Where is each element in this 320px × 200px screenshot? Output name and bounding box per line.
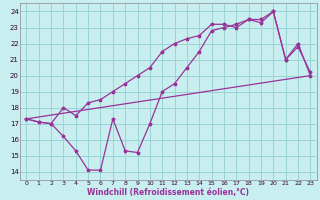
X-axis label: Windchill (Refroidissement éolien,°C): Windchill (Refroidissement éolien,°C)	[87, 188, 249, 197]
